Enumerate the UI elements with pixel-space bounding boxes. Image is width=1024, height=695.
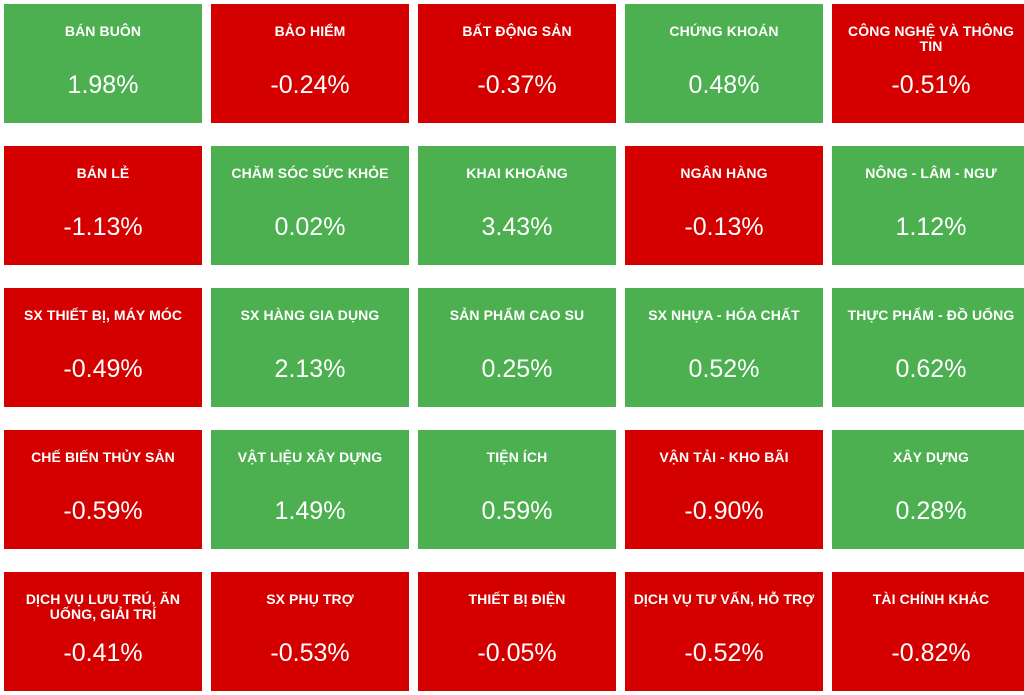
sector-tile[interactable]: CHẾ BIẾN THỦY SẢN -0.59% [4,430,202,549]
sector-change: 0.28% [895,497,967,525]
sector-change: -0.37% [477,71,557,99]
sector-name: THỰC PHẨM - ĐỒ UỐNG [847,307,1015,323]
sector-change: 1.12% [895,213,967,241]
sector-name: CHỨNG KHOÁN [669,23,779,39]
sector-change: 1.98% [67,71,139,99]
sector-name: BẢO HIỂM [274,23,346,39]
sector-name: KHAI KHOÁNG [466,165,568,181]
sector-change: 0.59% [481,497,553,525]
sector-tile[interactable]: XÂY DỰNG 0.28% [832,430,1024,549]
sector-change: -0.24% [270,71,350,99]
sector-name: SX HÀNG GIA DỤNG [240,307,380,323]
sector-change: -0.05% [477,639,557,667]
sector-change: -0.52% [684,639,764,667]
sector-name: VẬN TẢI - KHO BÃI [659,449,789,465]
sector-tile[interactable]: BẢO HIỂM -0.24% [211,4,409,123]
sector-tile[interactable]: SX NHỰA - HÓA CHẤT 0.52% [625,288,823,407]
sector-tile[interactable]: CHĂM SÓC SỨC KHỎE 0.02% [211,146,409,265]
sector-tile[interactable]: TIỆN ÍCH 0.59% [418,430,616,549]
sector-change: -0.51% [891,71,971,99]
sector-tile[interactable]: SẢN PHẨM CAO SU 0.25% [418,288,616,407]
sector-tile[interactable]: THIẾT BỊ ĐIỆN -0.05% [418,572,616,691]
sector-name: SẢN PHẨM CAO SU [449,307,585,323]
sector-change: -0.82% [891,639,971,667]
sector-tile[interactable]: BÁN BUÔN 1.98% [4,4,202,123]
sector-name: BẤT ĐỘNG SẢN [462,23,572,39]
sector-tile[interactable]: SX PHỤ TRỢ -0.53% [211,572,409,691]
sector-heatmap-grid: BÁN BUÔN 1.98% BẢO HIỂM -0.24% BẤT ĐỘNG SẢ… [4,4,1024,691]
sector-change: -0.13% [684,213,764,241]
sector-tile[interactable]: BẤT ĐỘNG SẢN -0.37% [418,4,616,123]
sector-name: CHĂM SÓC SỨC KHỎE [231,165,389,181]
sector-change: 3.43% [481,213,553,241]
sector-change: 0.02% [274,213,346,241]
sector-name: NGÂN HÀNG [680,165,768,181]
sector-tile[interactable]: THỰC PHẨM - ĐỒ UỐNG 0.62% [832,288,1024,407]
sector-change: 0.25% [481,355,553,383]
sector-tile[interactable]: KHAI KHOÁNG 3.43% [418,146,616,265]
sector-name: XÂY DỰNG [893,449,969,465]
sector-change: -1.13% [63,213,143,241]
sector-name: TÀI CHÍNH KHÁC [872,591,990,607]
sector-change: 0.48% [688,71,760,99]
sector-tile[interactable]: BÁN LẺ -1.13% [4,146,202,265]
sector-change: 0.52% [688,355,760,383]
sector-change: -0.90% [684,497,764,525]
sector-tile[interactable]: SX THIẾT BỊ, MÁY MÓC -0.49% [4,288,202,407]
sector-name: CÔNG NGHỆ VÀ THÔNG TIN [848,23,1014,54]
sector-change: -0.41% [63,639,143,667]
sector-tile[interactable]: DỊCH VỤ TƯ VẤN, HỖ TRỢ -0.52% [625,572,823,691]
sector-tile[interactable]: TÀI CHÍNH KHÁC -0.82% [832,572,1024,691]
sector-name: TIỆN ÍCH [486,449,548,465]
sector-name: SX PHỤ TRỢ [266,591,354,607]
sector-name: THIẾT BỊ ĐIỆN [468,591,566,607]
sector-change: -0.49% [63,355,143,383]
sector-tile[interactable]: DỊCH VỤ LƯU TRÚ, ĂN UỐNG, GIẢI TRÍ -0.41% [4,572,202,691]
sector-change: -0.59% [63,497,143,525]
sector-name: SX THIẾT BỊ, MÁY MÓC [23,307,183,323]
sector-tile[interactable]: VẬT LIỆU XÂY DỰNG 1.49% [211,430,409,549]
sector-tile[interactable]: SX HÀNG GIA DỤNG 2.13% [211,288,409,407]
sector-name: DỊCH VỤ TƯ VẤN, HỖ TRỢ [633,591,815,607]
sector-tile[interactable]: NÔNG - LÂM - NGƯ 1.12% [832,146,1024,265]
sector-name: BÁN BUÔN [64,23,142,39]
sector-tile[interactable]: NGÂN HÀNG -0.13% [625,146,823,265]
sector-tile[interactable]: CHỨNG KHOÁN 0.48% [625,4,823,123]
sector-name: DỊCH VỤ LƯU TRÚ, ĂN UỐNG, GIẢI TRÍ [25,591,181,622]
sector-change: 2.13% [274,355,346,383]
sector-tile[interactable]: CÔNG NGHỆ VÀ THÔNG TIN -0.51% [832,4,1024,123]
sector-change: 1.49% [274,497,346,525]
sector-change: 0.62% [895,355,967,383]
sector-name: VẬT LIỆU XÂY DỰNG [237,449,383,465]
sector-name: NÔNG - LÂM - NGƯ [865,165,997,181]
sector-tile[interactable]: VẬN TẢI - KHO BÃI -0.90% [625,430,823,549]
sector-name: CHẾ BIẾN THỦY SẢN [31,449,175,465]
sector-name: SX NHỰA - HÓA CHẤT [648,307,800,323]
sector-change: -0.53% [270,639,350,667]
sector-name: BÁN LẺ [76,165,130,181]
